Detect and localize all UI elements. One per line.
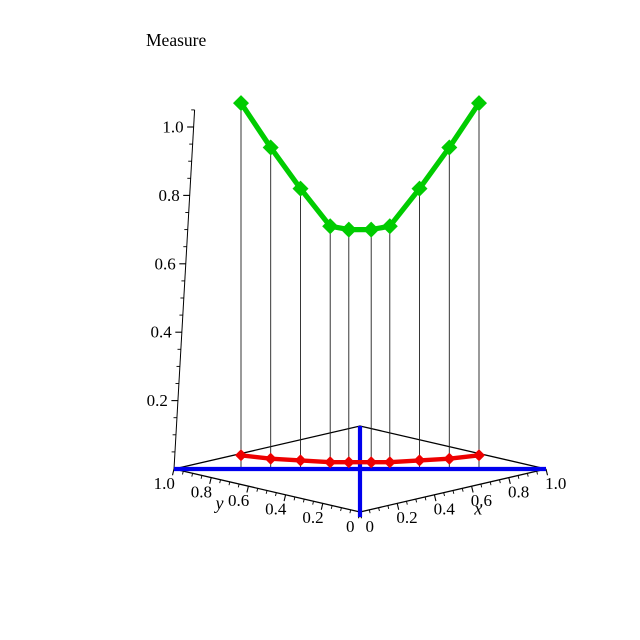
green-marker [363,221,380,238]
y-tick-label: 0.6 [228,491,249,510]
red-marker [473,449,485,462]
x-minor-tick [461,488,464,492]
green-curve [238,100,482,233]
red-curve [238,453,482,465]
red-marker [264,452,277,465]
y-minor-tick [182,470,184,475]
y-tick-label: 0 [346,517,355,536]
x-minor-tick [387,505,390,510]
red-marker [235,449,247,462]
y-minor-tick [191,473,194,477]
green-marker [262,139,279,156]
green-marker [441,139,458,156]
x-minor-tick [526,473,529,477]
y-major-tick [320,503,324,510]
red-marker [413,454,426,467]
y-major-tick [283,494,287,502]
x-minor-tick [378,507,380,512]
x-major-tick [471,486,474,493]
x-minor-tick [368,509,371,514]
x-major-tick [545,468,549,476]
x-major-tick [508,477,511,485]
z-tick-label: 0.4 [151,323,173,342]
green-marker [411,180,428,197]
red-marker [365,456,378,469]
z-tick-label: 0.6 [155,254,176,273]
y-major-tick [171,468,175,476]
x-minor-tick [452,490,455,494]
red-marker [324,456,337,469]
x-minor-tick [415,498,418,503]
y-major-tick [246,486,249,493]
green-marker [381,218,398,235]
x-tick-label: 0.2 [396,508,417,527]
y-minor-tick [312,501,314,505]
red-marker [443,452,456,465]
x-minor-tick [443,492,445,497]
y-minor-tick [237,483,240,488]
y-major-tick [209,477,212,485]
y-minor-tick [275,492,277,497]
x-minor-tick [489,481,492,486]
y-tick-label: 0.8 [191,482,212,501]
x-axis-title: x [473,498,482,518]
x-minor-tick [424,496,427,501]
y-minor-tick [302,498,305,503]
y-minor-tick [200,475,203,479]
red-marker [342,456,355,469]
x-major-tick [433,494,437,502]
x-tick-label: 0.8 [508,482,529,501]
green-marker [322,218,339,235]
x-minor-tick [517,475,520,479]
y-minor-tick [265,490,268,494]
red-marker [383,456,396,469]
x-minor-tick [536,470,538,475]
green-marker [292,180,309,197]
z-axis-line [173,109,196,470]
z-tick-label: 1.0 [162,118,183,137]
z-tick-label: 0.2 [147,391,168,410]
y-minor-tick [293,496,296,501]
x-minor-tick [499,479,501,484]
red-marker [294,454,307,467]
y-minor-tick [330,505,333,510]
y-axis-title: y [214,493,224,513]
green-marker [233,95,249,112]
x-minor-tick [406,501,408,505]
y-minor-tick [228,481,231,486]
y-minor-tick [340,507,342,512]
y-minor-tick [256,488,259,492]
x-tick-label: 1.0 [545,474,566,493]
x-tick-label: 0.6 [471,491,492,510]
x-tick-label: 0.4 [434,500,456,519]
z-axis-plot-title: Measure [146,30,206,50]
y-tick-label: 0.4 [265,500,287,519]
x-major-tick [396,503,400,510]
y-minor-tick [349,509,352,514]
x-minor-tick [480,483,483,488]
y-minor-tick [219,479,221,484]
z-tick-label: 0.8 [158,186,179,205]
x-tick-label: 0 [366,517,375,536]
y-tick-label: 0.2 [302,508,323,527]
plot-render-root: 0.2 0.4 0.6 0.8 1.0 1.0 0.8 0.6 0.4 0.2 0 y 0 0.2 0.4 0… [147,95,566,536]
green-marker [340,221,357,238]
green-marker [471,95,487,112]
y-tick-label: 1.0 [154,474,175,493]
